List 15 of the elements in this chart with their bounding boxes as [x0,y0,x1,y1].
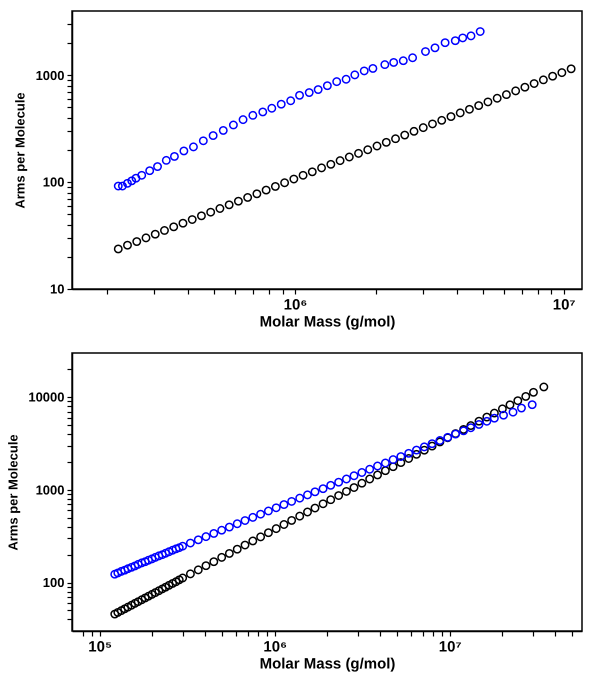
y-tick-label: 10000 [28,390,64,405]
x-tick-label: 10⁶ [263,638,287,656]
x-tick-label: 10⁷ [552,296,576,314]
x-axis-title: Molar Mass (g/mol) [260,656,396,672]
y-tick-label: 1000 [36,68,64,83]
y-tick-label: 1000 [36,482,64,498]
x-tick-label: 10⁷ [438,638,462,656]
x-tick-label: 10⁶ [284,296,308,314]
y-axis-title: Arms per Molecule [5,434,20,551]
x-tick-label: 10⁵ [88,638,112,656]
y-tick-label: 100 [42,575,64,590]
x-axis-title: Molar Mass (g/mol) [260,314,396,330]
y-axis-title: Arms per Molecule [12,92,28,209]
y-tick-label: 10 [50,282,64,296]
y-tick-label: 100 [42,174,64,190]
